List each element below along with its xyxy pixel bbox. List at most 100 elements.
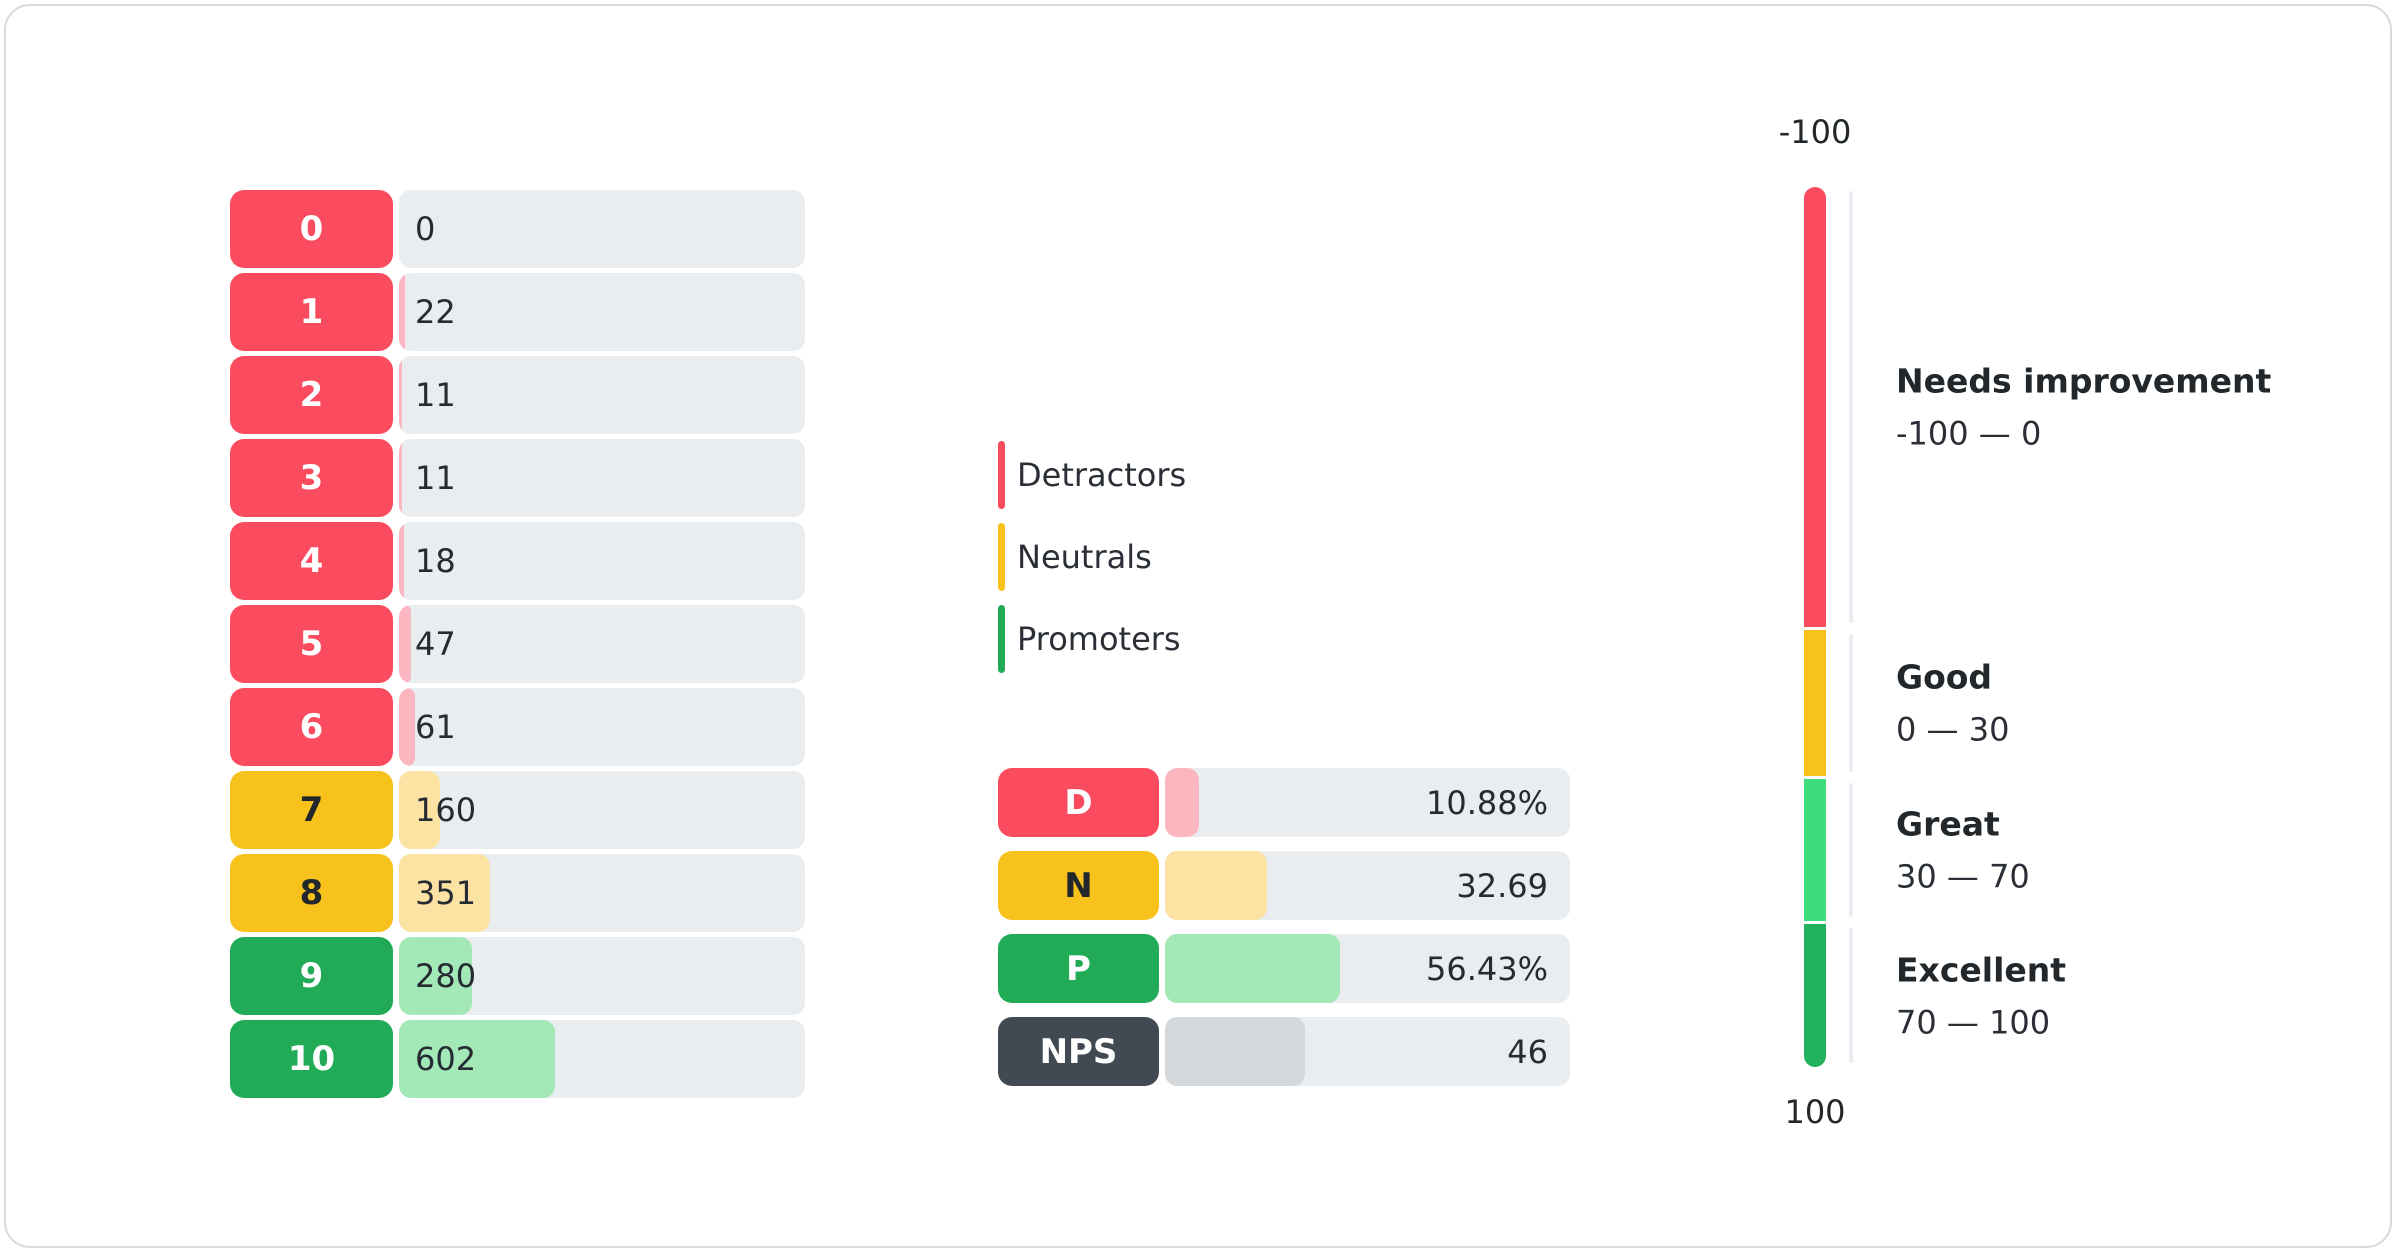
gauge-divider-segment bbox=[1849, 634, 1853, 772]
legend-label: Promoters bbox=[1017, 620, 1181, 658]
score-bar-fill bbox=[399, 854, 491, 932]
score-row[interactable]: 9 280 bbox=[230, 937, 805, 1015]
gauge-zone-segment bbox=[1804, 630, 1826, 776]
score-row[interactable]: 0 0 bbox=[230, 190, 805, 268]
score-label-badge: 1 bbox=[230, 273, 393, 351]
summary-label-badge: D bbox=[998, 768, 1159, 837]
score-count: 0 bbox=[415, 210, 436, 248]
score-bar-track: 18 bbox=[399, 522, 805, 600]
score-bar-fill bbox=[399, 273, 405, 351]
legend-item[interactable]: Detractors bbox=[998, 441, 1186, 509]
score-bar-track: 0 bbox=[399, 190, 805, 268]
score-bar-fill bbox=[399, 522, 404, 600]
gauge-zone-segment bbox=[1804, 187, 1826, 627]
score-row[interactable]: 10 602 bbox=[230, 1020, 805, 1098]
score-count: 160 bbox=[415, 791, 477, 829]
score-bar-track: 280 bbox=[399, 937, 805, 1015]
gauge-zone-title: Great bbox=[1896, 804, 2000, 844]
summary-bar-track: 10.88% bbox=[1165, 768, 1570, 837]
summary-bar-fill bbox=[1165, 934, 1340, 1003]
gauge-zone-label: Needs improvement -100 — 0 bbox=[1896, 362, 2271, 453]
gauge-divider-segment bbox=[1849, 928, 1853, 1063]
score-row[interactable]: 7 160 bbox=[230, 771, 805, 849]
score-bar-fill bbox=[399, 771, 441, 849]
gauge-zone-range: -100 — 0 bbox=[1896, 414, 2042, 453]
score-bar-track: 160 bbox=[399, 771, 805, 849]
summary-bar-fill bbox=[1165, 768, 1199, 837]
score-bar-fill bbox=[399, 439, 402, 517]
score-count: 280 bbox=[415, 957, 477, 995]
gauge-zone-range: 70 — 100 bbox=[1896, 1003, 2051, 1041]
score-bar-fill bbox=[399, 688, 415, 766]
legend-swatch bbox=[998, 605, 1005, 673]
score-bar-fill bbox=[399, 605, 412, 683]
score-bar-fill bbox=[399, 937, 472, 1015]
gauge-zone-title: Needs improvement bbox=[1896, 361, 2272, 401]
score-count: 11 bbox=[415, 376, 456, 414]
summary-label-badge: NPS bbox=[998, 1017, 1159, 1086]
gauge-zone-range: 0 — 30 bbox=[1896, 710, 2010, 749]
score-row[interactable]: 3 11 bbox=[230, 439, 805, 517]
gauge-max-negative-label: -100 bbox=[1778, 113, 1852, 151]
score-bar-track: 11 bbox=[399, 356, 805, 434]
gauge-divider-segment bbox=[1849, 783, 1853, 917]
score-label-badge: 9 bbox=[230, 937, 393, 1015]
legend: Detractors Neutrals Promoters bbox=[998, 441, 1186, 687]
score-label-badge: 5 bbox=[230, 605, 393, 683]
gauge-zone-title: Good bbox=[1896, 657, 1993, 697]
score-count: 61 bbox=[415, 708, 456, 746]
score-label-badge: 0 bbox=[230, 190, 393, 268]
gauge-zone-label: Excellent 70 — 100 bbox=[1896, 950, 2066, 1041]
score-row[interactable]: 1 22 bbox=[230, 273, 805, 351]
legend-item[interactable]: Neutrals bbox=[998, 523, 1186, 591]
score-row[interactable]: 6 61 bbox=[230, 688, 805, 766]
score-row[interactable]: 8 351 bbox=[230, 854, 805, 932]
nps-summary: D 10.88% N 32.69 P 56.43% NPS 46 bbox=[998, 768, 1570, 1100]
score-label-badge: 6 bbox=[230, 688, 393, 766]
score-count: 18 bbox=[415, 542, 456, 580]
gauge-zone-label: Great 30 — 70 bbox=[1896, 805, 2030, 896]
summary-value: 32.69 bbox=[1456, 866, 1548, 905]
gauge-zone-range: 30 — 70 bbox=[1896, 857, 2030, 896]
summary-row[interactable]: D 10.88% bbox=[998, 768, 1570, 837]
score-label-badge: 10 bbox=[230, 1020, 393, 1098]
gauge-zone-label: Good 0 — 30 bbox=[1896, 658, 2009, 749]
legend-label: Detractors bbox=[1017, 456, 1187, 494]
score-count: 11 bbox=[415, 459, 456, 497]
score-bar-track: 351 bbox=[399, 854, 805, 932]
gauge-zone-title: Excellent bbox=[1896, 950, 2067, 989]
summary-row[interactable]: NPS 46 bbox=[998, 1017, 1570, 1086]
score-bar-track: 61 bbox=[399, 688, 805, 766]
score-bar-fill bbox=[399, 1020, 556, 1098]
score-distribution: 0 0 1 22 2 11 3 11 4 18 5 47 bbox=[230, 190, 805, 1103]
gauge-divider-segment bbox=[1849, 191, 1853, 623]
summary-bar-fill bbox=[1165, 851, 1268, 920]
score-count: 602 bbox=[415, 1040, 477, 1078]
score-row[interactable]: 2 11 bbox=[230, 356, 805, 434]
score-label-badge: 8 bbox=[230, 854, 393, 932]
gauge-zone-segment bbox=[1804, 779, 1826, 921]
score-count: 22 bbox=[415, 293, 456, 331]
score-label-badge: 4 bbox=[230, 522, 393, 600]
summary-bar-track: 46 bbox=[1165, 1017, 1570, 1086]
score-count: 47 bbox=[415, 625, 456, 663]
score-row[interactable]: 4 18 bbox=[230, 522, 805, 600]
score-bar-track: 11 bbox=[399, 439, 805, 517]
summary-bar-track: 56.43% bbox=[1165, 934, 1570, 1003]
summary-bar-fill bbox=[1165, 1017, 1305, 1086]
score-count: 351 bbox=[415, 874, 477, 912]
score-label-badge: 3 bbox=[230, 439, 393, 517]
summary-bar-track: 32.69 bbox=[1165, 851, 1570, 920]
summary-row[interactable]: P 56.43% bbox=[998, 934, 1570, 1003]
score-bar-track: 602 bbox=[399, 1020, 805, 1098]
legend-swatch bbox=[998, 441, 1005, 509]
summary-label-badge: N bbox=[998, 851, 1159, 920]
legend-label: Neutrals bbox=[1017, 538, 1152, 576]
summary-row[interactable]: N 32.69 bbox=[998, 851, 1570, 920]
summary-value: 46 bbox=[1507, 1032, 1548, 1071]
gauge-zone-segment bbox=[1804, 924, 1826, 1067]
legend-item[interactable]: Promoters bbox=[998, 605, 1186, 673]
legend-swatch bbox=[998, 523, 1005, 591]
score-bar-track: 47 bbox=[399, 605, 805, 683]
score-row[interactable]: 5 47 bbox=[230, 605, 805, 683]
